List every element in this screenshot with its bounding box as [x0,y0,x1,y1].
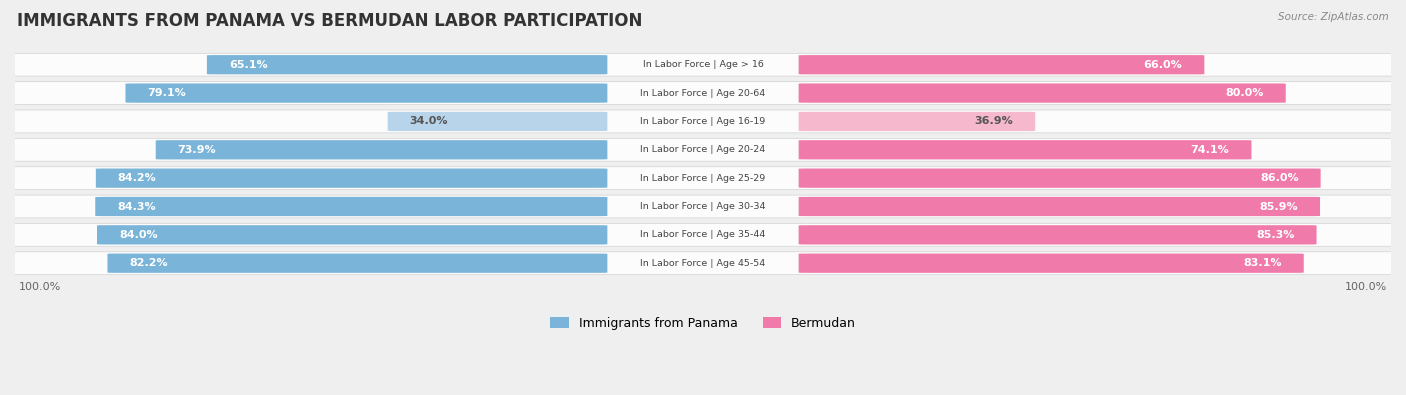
Text: In Labor Force | Age 20-24: In Labor Force | Age 20-24 [640,145,766,154]
FancyBboxPatch shape [799,169,1320,188]
FancyBboxPatch shape [3,252,1403,275]
Text: 34.0%: 34.0% [409,117,449,126]
Text: 84.0%: 84.0% [120,230,157,240]
FancyBboxPatch shape [3,82,1403,105]
Text: 84.3%: 84.3% [117,201,156,211]
FancyBboxPatch shape [125,83,607,103]
FancyBboxPatch shape [799,197,1320,216]
Text: In Labor Force | Age 35-44: In Labor Force | Age 35-44 [640,230,766,239]
Text: In Labor Force | Age 20-64: In Labor Force | Age 20-64 [640,88,766,98]
Text: 85.3%: 85.3% [1256,230,1295,240]
Text: 82.2%: 82.2% [129,258,169,268]
FancyBboxPatch shape [799,55,1205,74]
FancyBboxPatch shape [799,254,1303,273]
Text: In Labor Force | Age 16-19: In Labor Force | Age 16-19 [640,117,766,126]
FancyBboxPatch shape [3,195,1403,218]
Text: In Labor Force | Age 25-29: In Labor Force | Age 25-29 [640,174,766,182]
Text: In Labor Force | Age > 16: In Labor Force | Age > 16 [643,60,763,69]
Text: IMMIGRANTS FROM PANAMA VS BERMUDAN LABOR PARTICIPATION: IMMIGRANTS FROM PANAMA VS BERMUDAN LABOR… [17,12,643,30]
Text: In Labor Force | Age 30-34: In Labor Force | Age 30-34 [640,202,766,211]
Text: 100.0%: 100.0% [1344,282,1386,292]
FancyBboxPatch shape [207,55,607,74]
Text: 74.1%: 74.1% [1191,145,1229,155]
FancyBboxPatch shape [799,112,1035,131]
Legend: Immigrants from Panama, Bermudan: Immigrants from Panama, Bermudan [546,312,860,335]
FancyBboxPatch shape [799,140,1251,160]
FancyBboxPatch shape [3,224,1403,246]
Text: Source: ZipAtlas.com: Source: ZipAtlas.com [1278,12,1389,22]
FancyBboxPatch shape [156,140,607,160]
Text: In Labor Force | Age 45-54: In Labor Force | Age 45-54 [640,259,766,268]
FancyBboxPatch shape [3,110,1403,133]
FancyBboxPatch shape [799,83,1285,103]
Text: 86.0%: 86.0% [1260,173,1299,183]
Text: 65.1%: 65.1% [229,60,267,70]
Text: 85.9%: 85.9% [1260,201,1298,211]
FancyBboxPatch shape [97,225,607,245]
FancyBboxPatch shape [3,53,1403,76]
Text: 80.0%: 80.0% [1226,88,1264,98]
Text: 84.2%: 84.2% [118,173,156,183]
FancyBboxPatch shape [3,138,1403,161]
FancyBboxPatch shape [96,169,607,188]
FancyBboxPatch shape [96,197,607,216]
FancyBboxPatch shape [799,225,1316,245]
FancyBboxPatch shape [388,112,607,131]
FancyBboxPatch shape [107,254,607,273]
Text: 36.9%: 36.9% [974,117,1014,126]
Text: 79.1%: 79.1% [148,88,186,98]
Text: 100.0%: 100.0% [20,282,62,292]
FancyBboxPatch shape [3,167,1403,190]
Text: 66.0%: 66.0% [1143,60,1182,70]
Text: 73.9%: 73.9% [177,145,217,155]
Text: 83.1%: 83.1% [1243,258,1282,268]
